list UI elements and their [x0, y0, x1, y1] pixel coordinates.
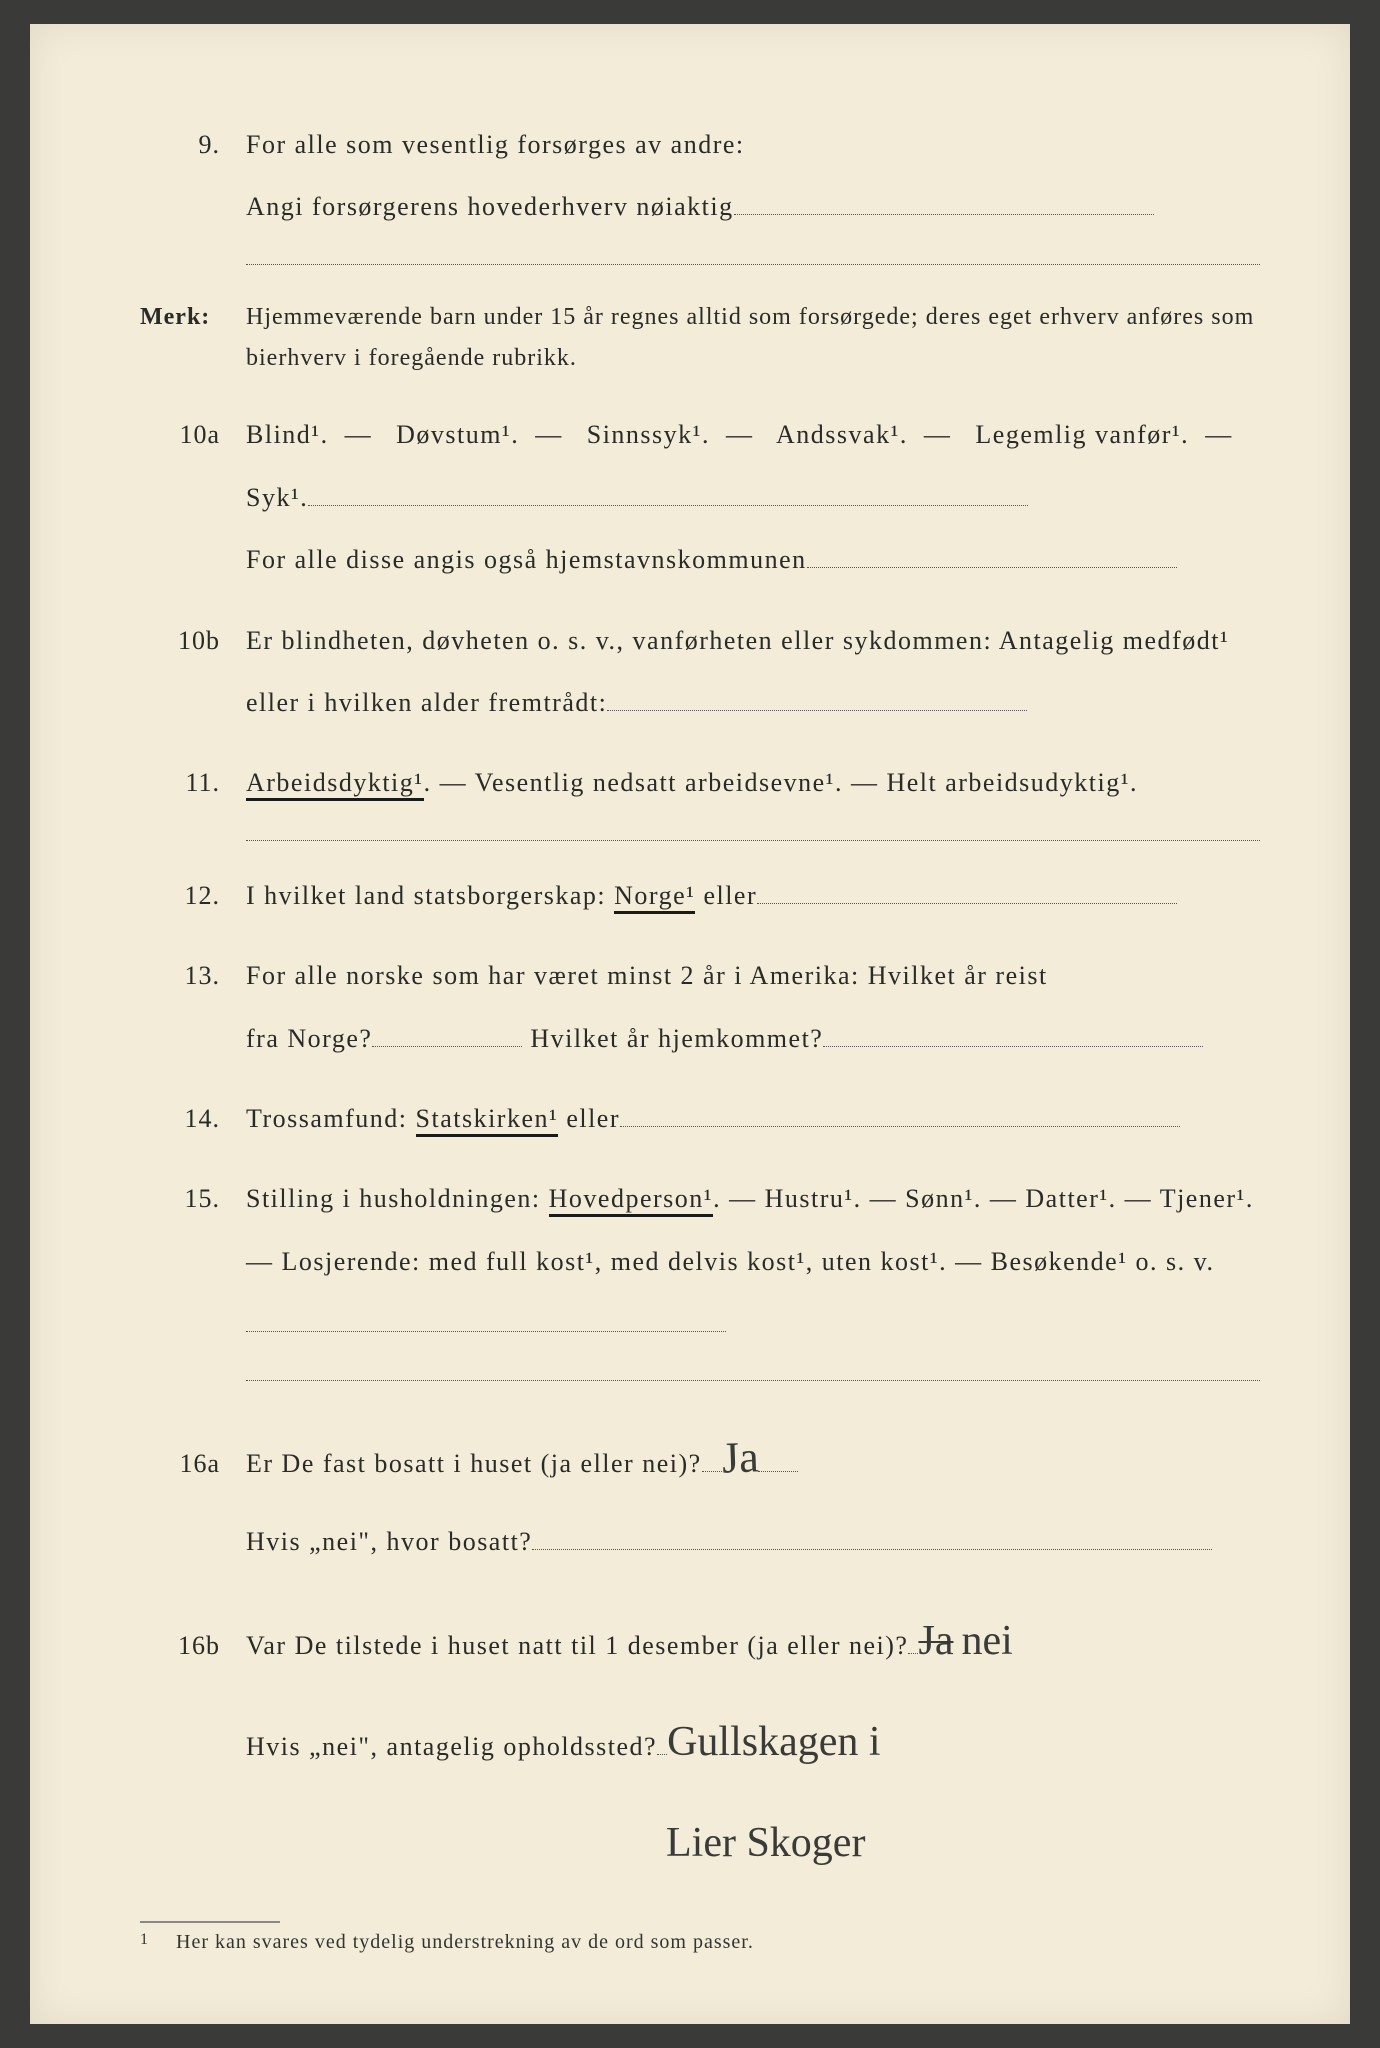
merk-text: Hjemmeværende barn under 15 år regnes al… — [246, 297, 1260, 379]
separator — [246, 263, 1260, 265]
q13-number: 13. — [140, 945, 246, 1007]
q16a-answer: Ja — [720, 1405, 760, 1512]
question-10b: 10b Er blindheten, døvheten o. s. v., va… — [140, 610, 1260, 735]
q15-content: Stilling i husholdningen: Hovedperson¹. … — [246, 1168, 1260, 1355]
q10a-term4: Legemlig vanfør¹. — [975, 420, 1189, 449]
q13-line1: For alle norske som har været minst 2 år… — [246, 961, 1048, 990]
q16b-number: 16b — [140, 1615, 246, 1677]
q15-underlined: Hovedperson¹ — [549, 1184, 713, 1217]
q10a-term0: Blind¹. — [246, 420, 329, 449]
q10a-term1: Døvstum¹. — [396, 420, 519, 449]
q11-content: Arbeidsdyktig¹. — Vesentlig nedsatt arbe… — [246, 752, 1260, 814]
document-page: 9. For alle som vesentlig forsørges av a… — [30, 24, 1350, 2024]
separator — [246, 839, 1260, 841]
question-9: 9. For alle som vesentlig forsørges av a… — [140, 114, 1260, 239]
q16b-handw2: Lier Skoger — [666, 1820, 865, 1866]
question-13: 13. For alle norske som har været minst … — [140, 945, 1260, 1070]
q9-number: 9. — [140, 114, 246, 176]
q14-content: Trossamfund: Statskirken¹ eller — [246, 1088, 1260, 1150]
q9-line1: For alle som vesentlig forsørges av andr… — [246, 130, 745, 159]
q15-pre: Stilling i husholdningen: — [246, 1184, 549, 1213]
q13-content: For alle norske som har været minst 2 år… — [246, 945, 1260, 1070]
q12-post: eller — [695, 881, 757, 910]
q16b-ans: nei — [961, 1618, 1012, 1664]
merk-label: Merk: — [140, 289, 246, 347]
question-16b: 16b Var De tilstede i huset natt til 1 d… — [140, 1591, 1260, 1893]
q10a-term3: Andssvak¹. — [776, 420, 908, 449]
q14-post: eller — [558, 1104, 620, 1133]
q14-number: 14. — [140, 1088, 246, 1150]
q10a-content: Blind¹. — Døvstum¹. — Sinnssyk¹. — Andss… — [246, 404, 1260, 591]
q16a-number: 16a — [140, 1433, 246, 1495]
q11-rest: . — Vesentlig nedsatt arbeidsevne¹. — He… — [424, 768, 1138, 797]
footnote-text: Her kan svares ved tydelig understreknin… — [176, 1931, 754, 1953]
q16a-line2: Hvis „nei", hvor bosatt? — [246, 1527, 532, 1556]
q10b-content: Er blindheten, døvheten o. s. v., vanfør… — [246, 610, 1260, 735]
question-16a: 16a Er De fast bosatt i huset (ja eller … — [140, 1405, 1260, 1573]
q15-number: 15. — [140, 1168, 246, 1230]
q16b-line2: Hvis „nei", antagelig opholdssted? — [246, 1732, 657, 1761]
q12-content: I hvilket land statsborgerskap: Norge¹ e… — [246, 865, 1260, 927]
q13-l2b: Hvilket år hjemkommet? — [522, 1024, 823, 1053]
q12-number: 12. — [140, 865, 246, 927]
question-10a: 10a Blind¹. — Døvstum¹. — Sinnssyk¹. — A… — [140, 404, 1260, 591]
q10b-number: 10b — [140, 610, 246, 672]
q10a-number: 10a — [140, 404, 246, 466]
q10a-line2: For alle disse angis også hjemstavnskomm… — [246, 545, 807, 574]
q9-content: For alle som vesentlig forsørges av andr… — [246, 114, 1260, 239]
q16a-content: Er De fast bosatt i huset (ja eller nei)… — [246, 1405, 1260, 1573]
q16a-q: Er De fast bosatt i huset (ja eller nei)… — [246, 1449, 702, 1478]
footnote-num: 1 — [140, 1931, 170, 1949]
q9-line2: Angi forsørgerens hovederhverv nøiaktig — [246, 192, 734, 221]
merk-note: Merk: Hjemmeværende barn under 15 år reg… — [140, 289, 1260, 379]
q11-opt1: Arbeidsdyktig¹ — [246, 768, 424, 801]
q16b-q: Var De tilstede i huset natt til 1 desem… — [246, 1631, 908, 1660]
question-14: 14. Trossamfund: Statskirken¹ eller — [140, 1088, 1260, 1150]
q10a-term2: Sinnssyk¹. — [587, 420, 710, 449]
q12-pre: I hvilket land statsborgerskap: — [246, 881, 614, 910]
q13-l2a: fra Norge? — [246, 1024, 372, 1053]
q11-number: 11. — [140, 752, 246, 814]
q12-underlined: Norge¹ — [614, 881, 695, 914]
question-11: 11. Arbeidsdyktig¹. — Vesentlig nedsatt … — [140, 752, 1260, 814]
question-12: 12. I hvilket land statsborgerskap: Norg… — [140, 865, 1260, 927]
footnote: 1 Her kan svares ved tydelig understrekn… — [140, 1921, 280, 1954]
q14-underlined: Statskirken¹ — [416, 1104, 559, 1137]
separator — [246, 1379, 1260, 1381]
q16b-handw1: Gullskagen i — [667, 1719, 880, 1765]
q14-pre: Trossamfund: — [246, 1104, 416, 1133]
q10a-term5: Syk¹. — [246, 483, 308, 512]
question-15: 15. Stilling i husholdningen: Hovedperso… — [140, 1168, 1260, 1355]
q16b-struck: Ja — [918, 1618, 953, 1664]
q16b-content: Var De tilstede i huset natt til 1 desem… — [246, 1591, 1260, 1893]
